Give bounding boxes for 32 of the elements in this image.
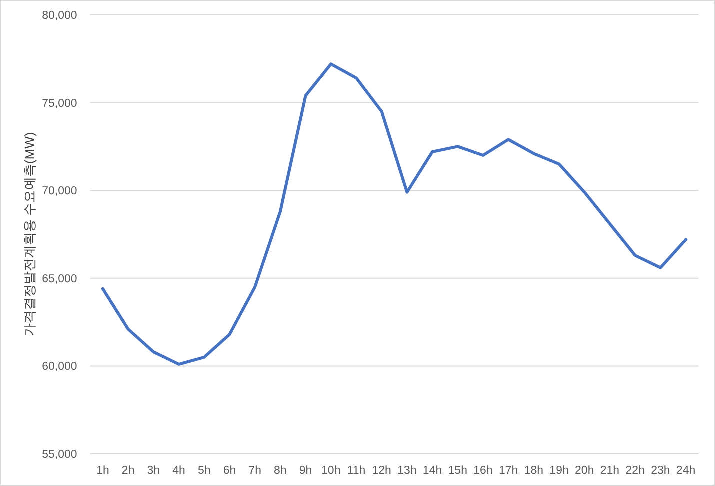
x-tick-label: 22h xyxy=(626,465,645,477)
x-tick-label: 18h xyxy=(524,465,544,477)
y-tick-label: 70,000 xyxy=(42,186,78,198)
x-tick-label: 4h xyxy=(172,465,186,477)
x-tick-label: 17h xyxy=(498,465,518,477)
x-tick-label: 23h xyxy=(651,465,670,477)
x-tick-label: 10h xyxy=(322,465,341,477)
y-tick-label: 75,000 xyxy=(42,98,78,110)
x-tick-label: 6h xyxy=(223,465,236,477)
x-tick-label: 14h xyxy=(422,465,442,477)
x-tick-label: 16h xyxy=(474,465,493,477)
x-tick-label: 1h xyxy=(96,465,110,477)
x-tick-label: 24h xyxy=(676,465,696,477)
y-tick-label: 60,000 xyxy=(42,361,78,374)
x-tick-label: 11h xyxy=(347,465,366,477)
x-tick-label: 3h xyxy=(147,465,160,477)
x-tick-label: 15h xyxy=(448,465,468,477)
y-tick-label: 80,000 xyxy=(42,10,78,22)
x-tick-label: 2h xyxy=(122,465,135,477)
x-tick-label: 20h xyxy=(575,465,594,477)
x-tick-label: 19h xyxy=(550,465,569,477)
y-tick-label: 65,000 xyxy=(42,273,78,286)
line-series xyxy=(101,62,688,366)
x-tick-label: 8h xyxy=(274,465,287,477)
x-tick-label: 5h xyxy=(198,465,211,477)
y-axis-title: 가격결정발전계획용 수요예측(MW) xyxy=(22,132,37,337)
x-tick-label: 9h xyxy=(299,465,312,477)
x-tick-label: 12h xyxy=(372,465,392,477)
x-tick-label: 7h xyxy=(248,465,262,477)
x-tick-label: 21h xyxy=(600,465,620,477)
y-tick-label: 55,000 xyxy=(42,449,78,461)
x-tick-label: 13h xyxy=(398,465,417,477)
